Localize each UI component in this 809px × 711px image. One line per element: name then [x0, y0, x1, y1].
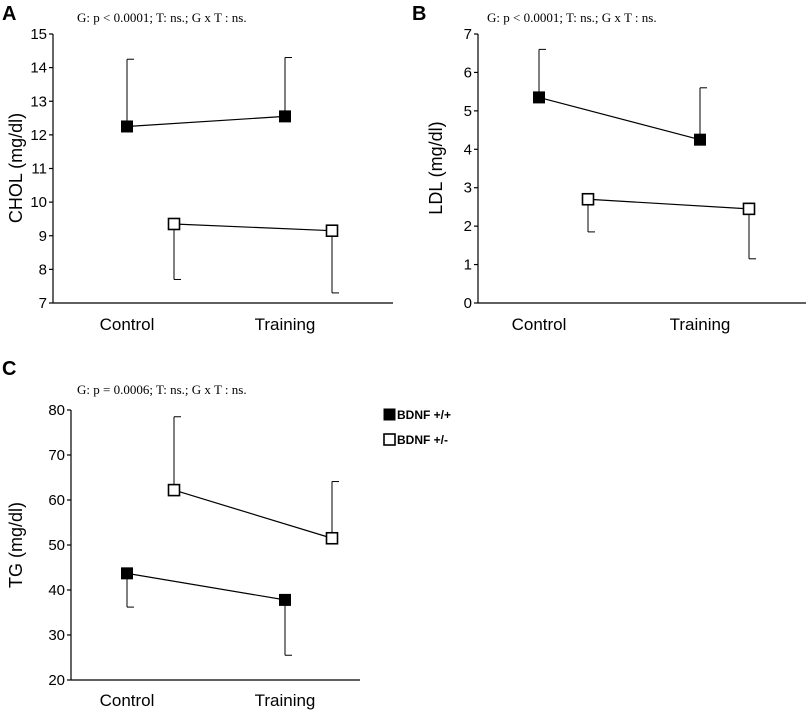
- series-line: [173, 489, 333, 539]
- y-tick-label: 6: [464, 64, 472, 81]
- y-tick-label: 7: [464, 26, 472, 43]
- stats-annotation: G: p < 0.0001; T: ns.; G x T : ns.: [487, 10, 657, 25]
- y-tick-label: 20: [48, 672, 65, 689]
- y-tick-label: 0: [464, 295, 472, 312]
- y-tick-label: 40: [48, 582, 65, 599]
- y-tick-label: 60: [48, 492, 65, 509]
- chart-panel-c: C G: p = 0.0006; T: ns.; G x T : ns. 20 30 4…: [2, 358, 360, 710]
- series-line: [126, 572, 286, 601]
- panel-letter: C: [2, 358, 16, 380]
- y-axis-label: CHOL (mg/dl): [6, 113, 26, 223]
- panel-letter: B: [412, 3, 426, 25]
- stats-annotation: G: p < 0.0001; T: ns.; G x T : ns.: [77, 10, 247, 25]
- y-tick-label: 9: [39, 228, 47, 245]
- data-point-bdnf-heterozygous: [167, 217, 181, 231]
- data-point-bdnf-wildtype: [121, 120, 133, 133]
- data-point-bdnf-wildtype: [121, 567, 133, 580]
- legend-label: BDNF +/+: [397, 408, 451, 422]
- y-tick-label: 4: [464, 141, 472, 158]
- panel-letter: A: [2, 3, 16, 25]
- data-point-bdnf-heterozygous: [325, 224, 339, 238]
- y-tick-label: 15: [30, 26, 47, 43]
- data-point-bdnf-heterozygous: [742, 202, 756, 216]
- x-category-label: Control: [100, 315, 155, 334]
- x-category-label: Training: [670, 315, 731, 334]
- x-category-label: Control: [512, 315, 567, 334]
- data-point-bdnf-wildtype: [279, 593, 291, 606]
- legend-label: BDNF +/-: [397, 433, 448, 447]
- stats-annotation: G: p = 0.0006; T: ns.; G x T : ns.: [77, 382, 247, 397]
- x-category-label: Control: [100, 691, 155, 710]
- series-line: [173, 223, 333, 232]
- y-axis-label: TG (mg/dl): [6, 502, 26, 588]
- data-point-bdnf-heterozygous: [581, 192, 595, 206]
- data-point-bdnf-wildtype: [533, 91, 545, 104]
- y-tick-label: 1: [464, 257, 472, 274]
- y-tick-label: 80: [48, 402, 65, 419]
- series-line: [538, 96, 701, 141]
- y-axis-label: LDL (mg/dl): [426, 121, 446, 214]
- chart-panel-b: B G: p < 0.0001; T: ns.; G x T : ns. 0 1 2 3 4…: [412, 3, 806, 334]
- legend-marker-filled: [383, 408, 396, 421]
- legend-marker-open: [383, 433, 396, 446]
- y-tick-label: 7: [39, 295, 47, 312]
- y-tick-label: 5: [464, 103, 472, 120]
- data-point-bdnf-heterozygous: [167, 483, 181, 497]
- y-tick-label: 50: [48, 537, 65, 554]
- y-tick-label: 14: [30, 60, 47, 77]
- legend: BDNF +/+ BDNF +/-: [383, 408, 451, 447]
- y-tick-label: 13: [30, 93, 47, 110]
- y-tick-label: 3: [464, 180, 472, 197]
- x-category-label: Training: [255, 315, 316, 334]
- y-tick-label: 70: [48, 447, 65, 464]
- series-line: [126, 115, 286, 128]
- series-line: [587, 198, 750, 210]
- y-tick-label: 8: [39, 261, 47, 278]
- data-point-bdnf-heterozygous: [325, 531, 339, 545]
- y-tick-label: 10: [30, 194, 47, 211]
- data-point-bdnf-wildtype: [694, 133, 706, 146]
- chart-panel-a: A G: p < 0.0001; T: ns.; G x T : ns. 7 8 9 10…: [2, 3, 393, 334]
- y-tick-label: 12: [30, 127, 47, 144]
- y-tick-label: 30: [48, 627, 65, 644]
- data-point-bdnf-wildtype: [279, 110, 291, 123]
- y-tick-label: 11: [31, 161, 47, 178]
- y-tick-label: 2: [464, 218, 472, 235]
- x-category-label: Training: [255, 691, 316, 710]
